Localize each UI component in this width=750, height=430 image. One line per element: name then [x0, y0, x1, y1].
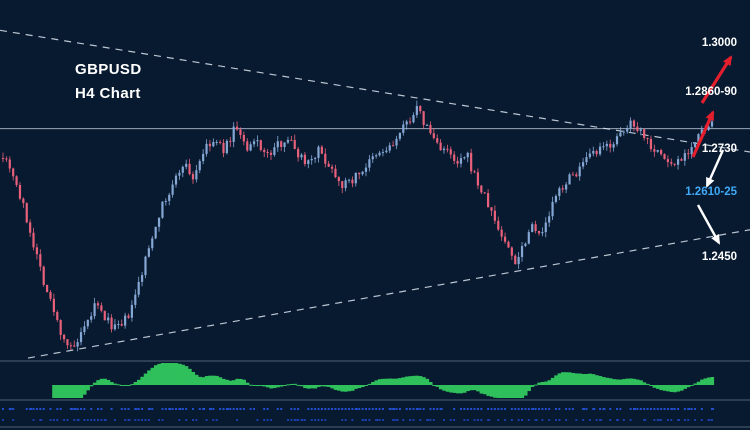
level-label-1-2860-90: 1.2860-90: [685, 85, 737, 98]
level-label-1-2450: 1.2450: [701, 250, 737, 263]
arrow-up-to-1-3000: [700, 55, 733, 104]
descending-resistance: [0, 29, 750, 153]
scenario-arrows: [691, 55, 733, 245]
chart-title: GBPUSD H4 Chart: [75, 58, 142, 106]
ascending-support: [27, 229, 750, 359]
chart-title-symbol: GBPUSD: [75, 61, 142, 78]
level-label-1-3000: 1.3000: [701, 37, 737, 50]
level-label-1-2730: 1.2730: [701, 142, 737, 155]
oscillator-panel: [52, 363, 715, 398]
arrow-down-to-1-2450: [696, 204, 721, 245]
panel-separators: [0, 360, 750, 428]
arrow-up-to-1-2860-90: [691, 110, 715, 158]
trendlines: [0, 29, 750, 359]
chart-title-timeframe: H4 Chart: [75, 85, 141, 102]
level-label-1-2610-25: 1.2610-25: [685, 186, 737, 199]
volume-panel: [2, 408, 714, 421]
candles: [1, 100, 714, 352]
arrow-down-to-1-2610: [705, 149, 725, 188]
